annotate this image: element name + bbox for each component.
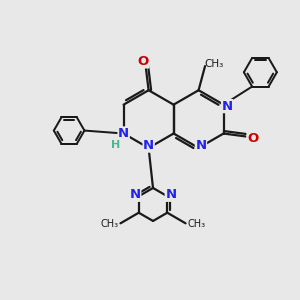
Text: N: N [165, 188, 176, 201]
Text: N: N [221, 100, 233, 112]
Text: N: N [118, 127, 129, 140]
Text: N: N [143, 139, 154, 152]
Text: N: N [130, 188, 141, 201]
Text: CH₃: CH₃ [188, 220, 206, 230]
Text: CH₃: CH₃ [100, 220, 118, 230]
Text: O: O [138, 55, 149, 68]
Text: H: H [111, 140, 120, 150]
Text: N: N [195, 139, 206, 152]
Text: O: O [247, 132, 258, 145]
Text: CH₃: CH₃ [205, 59, 224, 69]
